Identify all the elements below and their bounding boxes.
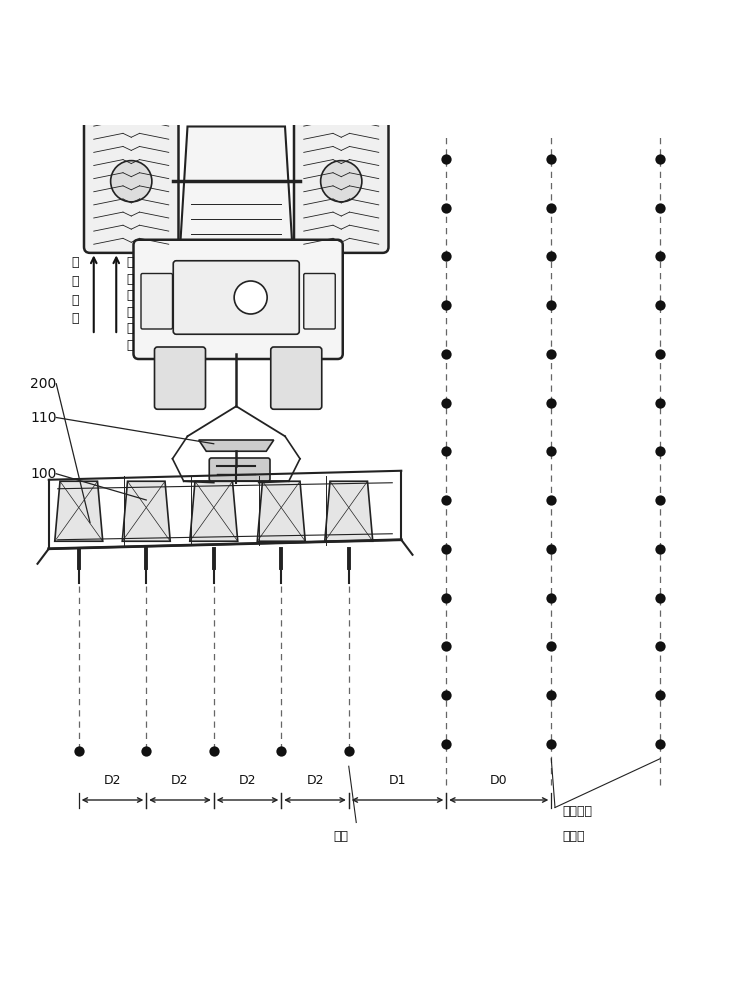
Point [440, 346, 452, 362]
Point [654, 638, 666, 654]
Point [654, 736, 666, 752]
Point [545, 151, 557, 167]
Polygon shape [190, 481, 238, 541]
Point [440, 492, 452, 508]
Point [440, 589, 452, 605]
Point [545, 394, 557, 410]
Point [440, 638, 452, 654]
Text: 农: 农 [126, 256, 134, 269]
Text: 具: 具 [71, 275, 79, 288]
Point [545, 297, 557, 313]
Text: D2: D2 [306, 774, 324, 786]
FancyBboxPatch shape [84, 110, 178, 253]
Point [654, 687, 666, 703]
Text: 200: 200 [30, 377, 56, 391]
Point [545, 638, 557, 654]
FancyBboxPatch shape [209, 458, 270, 481]
Point [208, 743, 220, 759]
Text: 向: 向 [71, 312, 79, 326]
Polygon shape [122, 481, 170, 541]
Text: 航: 航 [71, 294, 79, 307]
Point [440, 297, 452, 313]
Point [440, 443, 452, 459]
Point [140, 743, 152, 759]
Text: 100: 100 [30, 467, 56, 481]
FancyBboxPatch shape [304, 273, 335, 329]
Text: （种子）: （种子） [562, 805, 592, 818]
FancyBboxPatch shape [294, 110, 388, 253]
Polygon shape [55, 481, 103, 541]
Point [545, 346, 557, 362]
Point [73, 743, 85, 759]
Circle shape [111, 161, 152, 202]
Point [654, 200, 666, 216]
FancyBboxPatch shape [271, 347, 322, 409]
Point [440, 736, 452, 752]
Point [654, 492, 666, 508]
Point [654, 297, 666, 313]
Text: D1: D1 [388, 774, 406, 786]
Point [440, 248, 452, 264]
Text: 播种口: 播种口 [562, 830, 585, 843]
Point [545, 541, 557, 557]
Text: D2: D2 [171, 774, 189, 786]
Point [545, 736, 557, 752]
Text: 行: 行 [126, 289, 134, 302]
Point [545, 200, 557, 216]
Point [440, 151, 452, 167]
Point [545, 687, 557, 703]
Point [343, 743, 355, 759]
Point [654, 151, 666, 167]
Text: 驶: 驶 [126, 306, 134, 319]
FancyBboxPatch shape [173, 261, 299, 334]
Text: 向: 向 [126, 339, 134, 352]
Point [440, 687, 452, 703]
Point [654, 541, 666, 557]
Point [545, 443, 557, 459]
Point [275, 743, 287, 759]
Point [545, 492, 557, 508]
Polygon shape [180, 126, 292, 249]
Point [545, 248, 557, 264]
Text: 110: 110 [30, 410, 56, 424]
Point [654, 394, 666, 410]
Point [654, 346, 666, 362]
Polygon shape [257, 481, 305, 541]
Circle shape [321, 161, 362, 202]
Point [654, 248, 666, 264]
Text: D0: D0 [490, 774, 508, 786]
Point [440, 394, 452, 410]
Text: D2: D2 [104, 774, 122, 786]
Polygon shape [199, 440, 274, 451]
Text: 农: 农 [71, 256, 79, 269]
Text: 邻行: 邻行 [334, 830, 349, 843]
FancyBboxPatch shape [134, 240, 343, 359]
Point [654, 589, 666, 605]
Text: D2: D2 [238, 774, 256, 786]
Polygon shape [325, 481, 373, 541]
Text: 方: 方 [126, 322, 134, 335]
Point [654, 443, 666, 459]
FancyBboxPatch shape [154, 347, 206, 409]
Point [545, 589, 557, 605]
Point [440, 200, 452, 216]
FancyBboxPatch shape [141, 273, 172, 329]
Text: 机: 机 [126, 273, 134, 286]
Point [440, 541, 452, 557]
Circle shape [234, 281, 267, 314]
